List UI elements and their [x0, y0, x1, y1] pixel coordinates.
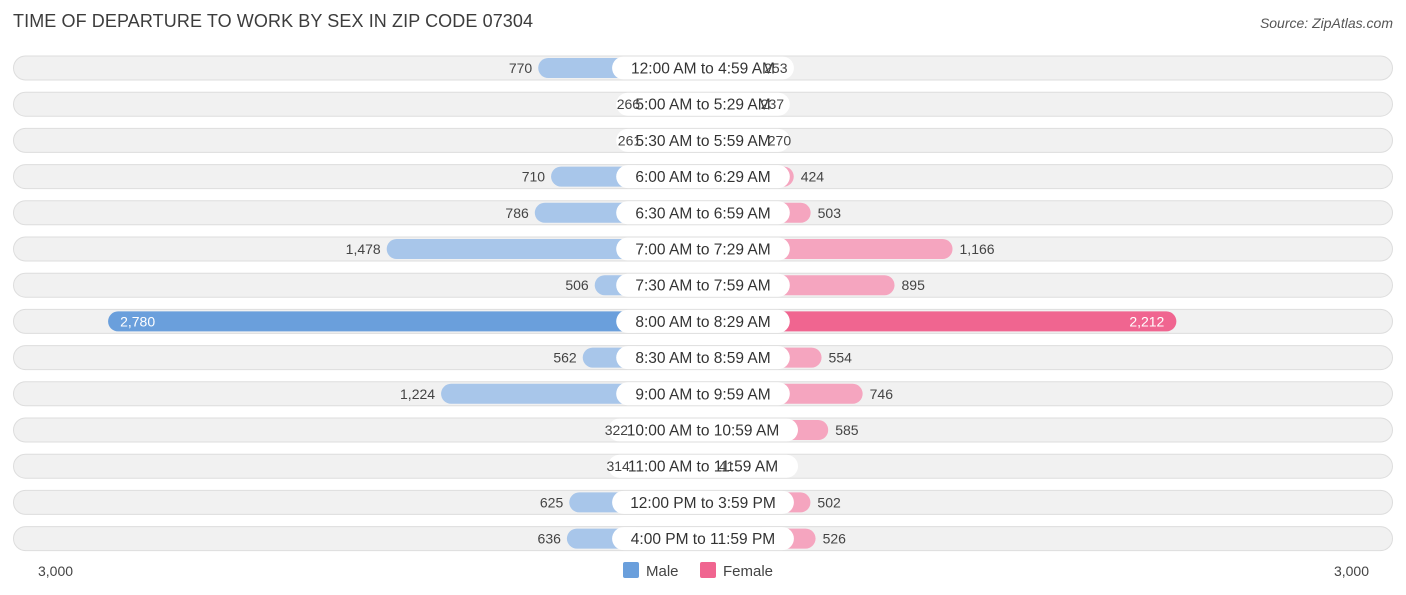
- category-label-pill: [616, 346, 790, 370]
- male-value-label: 625: [540, 494, 564, 510]
- category-label-pill: [616, 309, 790, 333]
- female-value-label: 895: [902, 277, 926, 293]
- female-value-label: 746: [870, 386, 894, 402]
- category-label-pill: [608, 418, 798, 442]
- category-label-pill: [612, 56, 794, 80]
- male-value-label: 2,780: [120, 313, 155, 329]
- female-value-label: 2,212: [1129, 313, 1164, 329]
- male-value-label: 710: [522, 169, 546, 185]
- category-label-pill: [616, 201, 790, 225]
- female-value-label: 237: [761, 96, 785, 112]
- male-value-label: 562: [553, 350, 577, 366]
- category-label: 7:30 AM to 7:59 AM: [635, 278, 770, 295]
- category-label: 11:00 AM to 11:59 AM: [628, 459, 778, 476]
- category-label: 5:30 AM to 5:59 AM: [635, 133, 770, 150]
- category-label-pill: [616, 92, 790, 116]
- legend-label-male: Male: [646, 563, 679, 580]
- category-label: 10:00 AM to 10:59 AM: [627, 423, 780, 440]
- category-label: 9:00 AM to 9:59 AM: [635, 386, 770, 403]
- category-label: 5:00 AM to 5:29 AM: [635, 97, 770, 114]
- chart-title: TIME OF DEPARTURE TO WORK BY SEX IN ZIP …: [13, 11, 534, 31]
- category-label: 6:00 AM to 6:29 AM: [635, 169, 770, 186]
- category-label-pill: [612, 490, 794, 514]
- male-bar: [108, 311, 703, 332]
- category-label-pill: [616, 273, 790, 297]
- male-value-label: 314: [606, 458, 630, 474]
- category-label-pill: [612, 527, 794, 551]
- female-value-label: 424: [801, 169, 825, 185]
- category-label-pill: [616, 382, 790, 406]
- female-value-label: 554: [829, 350, 853, 366]
- category-label: 6:30 AM to 6:59 AM: [635, 205, 770, 222]
- category-label: 8:30 AM to 8:59 AM: [635, 350, 770, 367]
- chart-source: Source: ZipAtlas.com: [1259, 15, 1393, 31]
- female-value-label: 253: [764, 60, 788, 76]
- female-value-label: 585: [835, 422, 859, 438]
- legend-swatch-male: [623, 562, 639, 578]
- male-value-label: 322: [605, 422, 629, 438]
- female-value-label: 502: [817, 494, 841, 510]
- female-value-label: 526: [823, 531, 847, 547]
- female-value-label: 41: [719, 458, 735, 474]
- category-label: 4:00 PM to 11:59 PM: [631, 531, 775, 548]
- female-value-label: 503: [818, 205, 842, 221]
- female-bar: [703, 311, 1177, 332]
- category-label-pill: [608, 454, 798, 478]
- axis-label-right: 3,000: [1334, 563, 1369, 579]
- male-value-label: 506: [565, 277, 589, 293]
- male-value-label: 786: [505, 205, 529, 221]
- category-label-pill: [616, 237, 790, 261]
- female-value-label: 1,166: [960, 241, 995, 257]
- category-label: 8:00 AM to 8:29 AM: [635, 314, 770, 331]
- male-value-label: 1,478: [346, 241, 381, 257]
- category-label: 12:00 PM to 3:59 PM: [630, 495, 776, 512]
- female-value-label: 270: [768, 132, 792, 148]
- axis-label-left: 3,000: [38, 563, 73, 579]
- category-label: 12:00 AM to 4:59 AM: [631, 61, 775, 78]
- male-value-label: 636: [538, 531, 562, 547]
- male-value-label: 770: [509, 60, 533, 76]
- male-value-label: 261: [618, 132, 642, 148]
- category-label: 7:00 AM to 7:29 AM: [635, 242, 770, 259]
- category-label-pill: [616, 128, 790, 152]
- legend-swatch-female: [700, 562, 716, 578]
- male-value-label: 266: [617, 96, 641, 112]
- male-value-label: 1,224: [400, 386, 435, 402]
- legend-label-female: Female: [723, 563, 773, 580]
- category-label-pill: [616, 165, 790, 189]
